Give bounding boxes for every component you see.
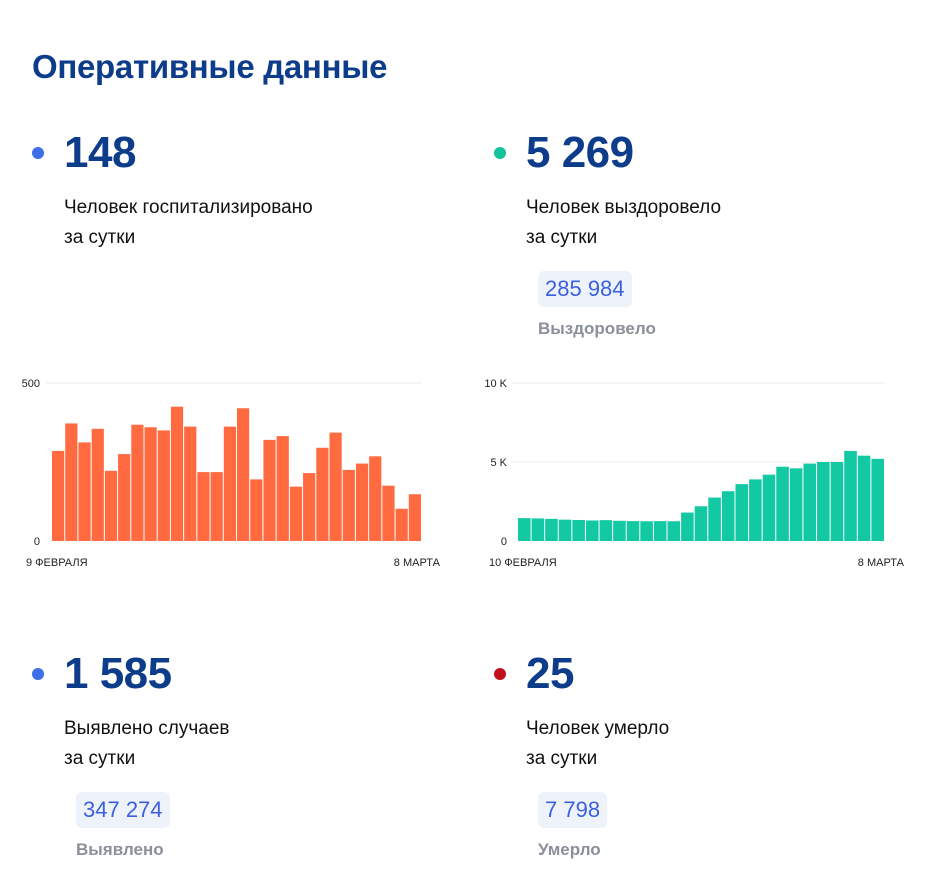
bar bbox=[667, 521, 681, 541]
cases-line1: Выявлено случаев bbox=[64, 718, 230, 739]
bar bbox=[184, 426, 197, 541]
cases-dot-icon bbox=[32, 668, 44, 680]
x-end-label: 8 МАРТА bbox=[394, 557, 441, 569]
bar bbox=[131, 424, 144, 541]
bar bbox=[78, 442, 91, 541]
bar bbox=[144, 427, 157, 541]
bar bbox=[276, 436, 289, 541]
bar bbox=[653, 521, 667, 541]
stat-recovered: 5 269 Человек выздоровело за сутки 285 9… bbox=[494, 127, 721, 339]
bar bbox=[316, 447, 329, 541]
deaths-dot-icon bbox=[494, 668, 506, 680]
recovered-line2: за сутки bbox=[526, 227, 598, 248]
bar bbox=[65, 423, 78, 541]
recovered-description: Человек выздоровело за сутки bbox=[526, 193, 721, 253]
bar bbox=[91, 428, 104, 541]
y-tick-label: 0 bbox=[34, 536, 40, 548]
recovered-value: 5 269 bbox=[526, 128, 634, 177]
bar bbox=[776, 466, 789, 541]
cases-description: Выявлено случаев за сутки bbox=[64, 714, 229, 774]
deaths-total-label: Умерло bbox=[538, 840, 601, 859]
bar bbox=[721, 491, 735, 541]
bar bbox=[104, 470, 118, 541]
recovered-total-badge: 285 984 bbox=[538, 271, 632, 307]
hospitalized-value: 148 bbox=[64, 128, 136, 177]
bar bbox=[289, 486, 303, 541]
deaths-description: Человек умерло за сутки bbox=[526, 714, 669, 774]
bar bbox=[599, 520, 613, 541]
bar bbox=[170, 406, 184, 541]
cases-total-label: Выявлено bbox=[76, 840, 164, 859]
bar bbox=[157, 430, 170, 541]
bar bbox=[640, 521, 653, 541]
stat-cases: 1 585 Выявлено случаев за сутки 347 274 … bbox=[32, 648, 229, 860]
bar bbox=[830, 462, 844, 541]
x-start-label: 10 ФЕВРАЛЯ bbox=[489, 557, 557, 569]
bar bbox=[545, 518, 558, 541]
bar bbox=[871, 458, 884, 541]
deaths-value: 25 bbox=[526, 649, 574, 698]
bar bbox=[572, 519, 585, 541]
bar bbox=[395, 508, 408, 541]
cases-line2: за сутки bbox=[64, 748, 136, 769]
bar bbox=[626, 521, 640, 541]
deaths-line1: Человек умерло bbox=[526, 718, 670, 739]
bar bbox=[408, 494, 421, 541]
bar bbox=[844, 450, 857, 541]
bar bbox=[749, 479, 762, 541]
bar bbox=[817, 462, 830, 541]
bar bbox=[303, 473, 316, 541]
bar bbox=[237, 408, 250, 541]
recovered-line1: Человек выздоровело bbox=[526, 197, 722, 218]
bar bbox=[694, 506, 708, 541]
bar bbox=[531, 518, 545, 541]
bar bbox=[613, 520, 626, 541]
bar bbox=[518, 518, 531, 541]
bar bbox=[197, 472, 210, 541]
hospitalized-line1: Человек госпитализировано bbox=[64, 197, 313, 218]
bar bbox=[250, 479, 263, 541]
bar bbox=[355, 463, 369, 541]
y-tick-label: 0 bbox=[501, 536, 507, 548]
x-end-label: 8 МАРТА bbox=[858, 557, 905, 569]
bar bbox=[223, 426, 236, 541]
recovered-bar-chart: 10 K 5 K 0 10 ФЕВРАЛЯ 8 МАРТА bbox=[484, 378, 905, 569]
stat-deaths: 25 Человек умерло за сутки 7 798 Умерло bbox=[494, 648, 669, 860]
stat-hospitalized: 148 Человек госпитализировано за сутки bbox=[32, 127, 313, 253]
y-tick-label: 5 K bbox=[490, 457, 507, 469]
hospitalized-bar-chart: 500 0 9 ФЕВРАЛЯ 8 МАРТА bbox=[22, 378, 441, 569]
page-title: Оперативные данные bbox=[32, 48, 388, 85]
bar bbox=[681, 512, 694, 541]
bar bbox=[210, 472, 223, 541]
bar bbox=[803, 463, 817, 541]
bar bbox=[263, 439, 276, 541]
bar bbox=[369, 456, 382, 541]
cases-value: 1 585 bbox=[64, 649, 172, 698]
cases-total-badge: 347 274 bbox=[76, 792, 170, 828]
hospitalized-line2: за сутки bbox=[64, 227, 136, 248]
deaths-line2: за сутки bbox=[526, 748, 598, 769]
bar bbox=[708, 497, 721, 541]
bar bbox=[558, 519, 572, 541]
y-tick-label: 500 bbox=[22, 378, 40, 390]
recovered-total-label: Выздоровело bbox=[538, 319, 656, 338]
bar bbox=[789, 468, 803, 541]
bar bbox=[762, 474, 776, 541]
bar bbox=[342, 469, 355, 541]
bar bbox=[382, 485, 395, 541]
bar bbox=[735, 484, 749, 541]
bar bbox=[329, 432, 342, 541]
recovered-dot-icon bbox=[494, 147, 506, 159]
bar bbox=[857, 455, 871, 541]
x-start-label: 9 ФЕВРАЛЯ bbox=[26, 557, 88, 569]
bar bbox=[118, 454, 131, 541]
bar bbox=[52, 450, 65, 541]
bar bbox=[585, 520, 599, 541]
hospitalized-dot-icon bbox=[32, 147, 44, 159]
deaths-total-badge: 7 798 bbox=[538, 792, 608, 828]
hospitalized-description: Человек госпитализировано за сутки bbox=[64, 193, 313, 253]
y-tick-label: 10 K bbox=[484, 378, 507, 390]
